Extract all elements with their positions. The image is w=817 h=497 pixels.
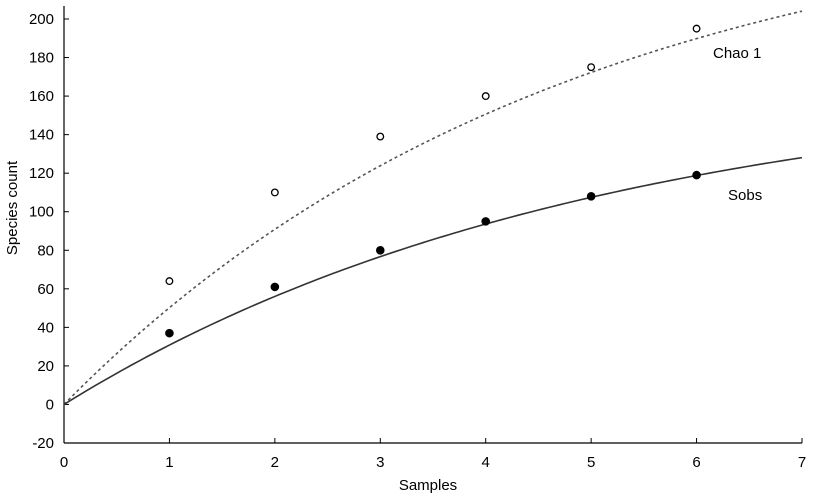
y-tick-label: 60 [37,281,54,298]
sobs-fit-line [63,156,803,406]
data-points [165,24,701,338]
x-tick-label: 5 [587,454,595,471]
x-tick-label: 7 [798,454,806,471]
chao-1-series-label: Chao 1 [713,45,761,62]
y-tick-label: 180 [29,50,54,67]
chao-1-point [270,188,279,197]
sobs-series-label: Sobs [728,187,762,204]
chao-1-fit-line [63,10,803,406]
chao-1-point [587,63,596,72]
x-tick-label: 2 [271,454,279,471]
y-tick-label: 160 [29,88,54,105]
x-axis-title: Samples [399,477,457,494]
chao-1-point [165,277,174,286]
y-tick-label: 100 [29,204,54,221]
y-tick-label: -20 [32,435,54,452]
y-tick-label: 120 [29,165,54,182]
fit-lines [63,10,803,406]
y-tick-label: 80 [37,242,54,259]
sobs-point [586,192,596,201]
chao-1-point [692,24,701,33]
axes [63,6,802,444]
x-ticks: 0 1 2 3 4 5 6 7 [60,438,806,471]
sobs-point [481,217,491,226]
y-axis-title: Species count [4,160,21,255]
series-labels: Chao 1 Sobs [713,45,762,204]
y-tick-label: 0 [46,396,54,413]
y-tick-label: 40 [37,319,54,336]
x-tick-label: 6 [692,454,700,471]
x-tick-label: 1 [165,454,173,471]
sobs-point [692,170,701,180]
x-tick-label: 0 [60,454,68,471]
y-tick-label: 140 [29,127,54,144]
sobs-point [165,328,174,338]
y-ticks: -20 0 20 40 60 80 100 120 140 160 180 200 [29,11,69,452]
y-tick-label: 200 [29,11,54,28]
chao-1-point [376,132,385,141]
chao-1-point [481,92,490,101]
x-tick-label: 4 [482,454,490,471]
sobs-point [375,245,385,255]
y-tick-label: 20 [37,358,54,375]
x-tick-label: 3 [376,454,384,471]
sobs-point [270,282,280,292]
